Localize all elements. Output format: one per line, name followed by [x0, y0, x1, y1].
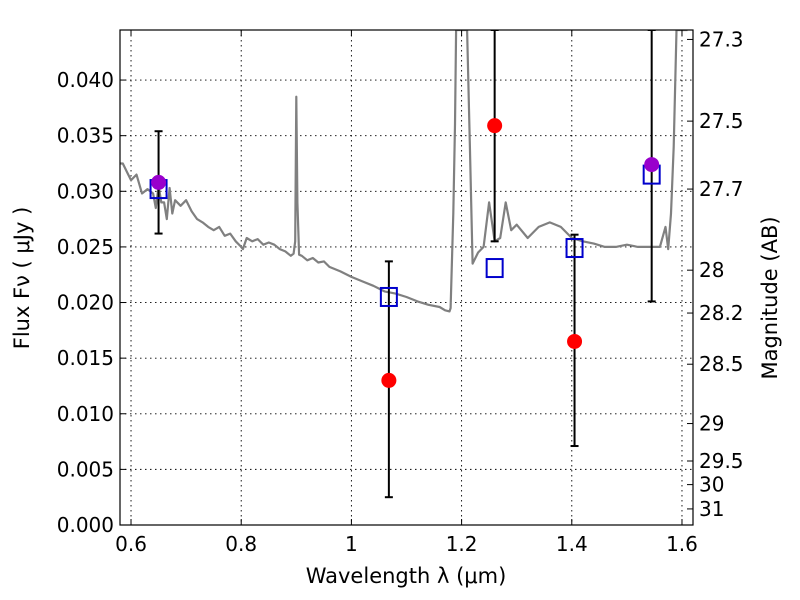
- template-sed-series: [120, 30, 688, 313]
- grid-lines: [120, 30, 693, 525]
- observed-circle-marker: [644, 157, 660, 173]
- plot-frame: [119, 29, 694, 526]
- y-tick-label: 0.010: [57, 402, 114, 426]
- observed-circle-marker: [487, 118, 503, 134]
- y-axis-ticks: 0.000 0.005 0.010 0.015 0.020 0.025 0.030 0.035…: [57, 68, 126, 537]
- y-tick-label: 0.035: [57, 124, 114, 148]
- x-tick-label: 1.4: [556, 532, 588, 556]
- model-square-marker: [485, 258, 504, 279]
- y-tick-label: 0.030: [57, 179, 114, 203]
- observed-circle-marker: [567, 333, 583, 349]
- y-tick-label: 0.000: [57, 513, 114, 537]
- magnitude-tick-label: 28.2: [699, 301, 744, 325]
- magnitude-axis-label: Magnitude (AB): [758, 216, 782, 379]
- x-tick-label: 1: [345, 532, 358, 556]
- magnitude-tick-label: 29: [699, 412, 724, 436]
- x-tick-label: 1.2: [446, 532, 478, 556]
- magnitude-tick-label: 31: [699, 497, 724, 521]
- plot-area: [120, 30, 693, 525]
- y-tick-label: 0.005: [57, 457, 114, 481]
- x-axis-ticks: 0.6 0.8 1 1.2 1.4 1.6: [115, 30, 698, 556]
- y-tick-label: 0.015: [57, 346, 114, 370]
- y-tick-label: 0.025: [57, 235, 114, 259]
- y-axis-label: Flux Fν ( μJy ): [10, 207, 34, 350]
- magnitude-tick-label: 29.5: [699, 449, 744, 473]
- model-square-marker: [565, 238, 584, 259]
- magnitude-tick-label: 28: [699, 258, 724, 282]
- x-axis-label: Wavelength λ (μm): [306, 564, 507, 588]
- observed-circle-marker: [381, 372, 397, 388]
- x-tick-label: 0.6: [115, 532, 147, 556]
- observed-circle-marker: [151, 174, 167, 190]
- x-tick-label: 0.8: [225, 532, 257, 556]
- magnitude-tick-label: 30: [699, 473, 724, 497]
- observed-markers: [151, 118, 660, 388]
- template-sed-line: [120, 30, 688, 313]
- magnitude-tick-label: 27.3: [699, 27, 744, 51]
- magnitude-tick-label: 28.5: [699, 352, 744, 376]
- magnitude-tick-label: 27.5: [699, 109, 744, 133]
- x-tick-label: 1.6: [666, 532, 698, 556]
- y-tick-label: 0.040: [57, 68, 114, 92]
- y-tick-label: 0.020: [57, 291, 114, 315]
- model-square-marker: [379, 286, 398, 307]
- magnitude-tick-label: 27.7: [699, 177, 744, 201]
